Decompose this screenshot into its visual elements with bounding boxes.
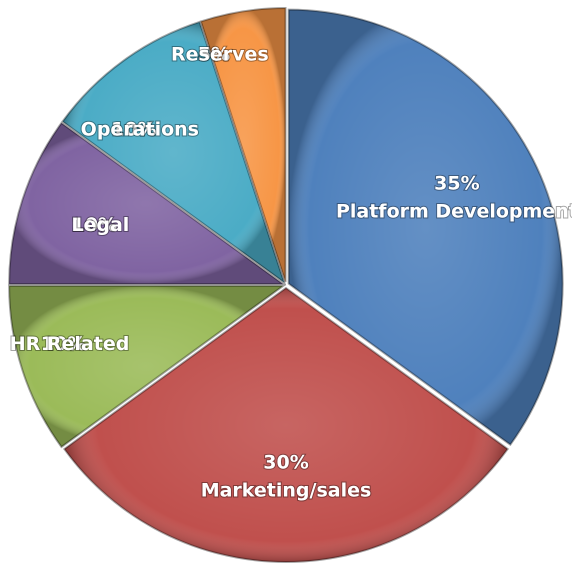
value-label: 5% [198, 43, 230, 65]
value-label: 30% [263, 451, 308, 473]
category-label: Legal [71, 214, 129, 236]
value-label: 35% [434, 172, 479, 194]
category-label: Platform Development [336, 200, 572, 222]
category-label: HR Related [10, 333, 130, 355]
value-label: 10% [111, 118, 156, 140]
category-label: Marketing/sales [201, 479, 372, 501]
category-label: Operations [81, 118, 199, 140]
value-label: 10% [41, 333, 86, 355]
category-label: Reserves [171, 43, 269, 65]
